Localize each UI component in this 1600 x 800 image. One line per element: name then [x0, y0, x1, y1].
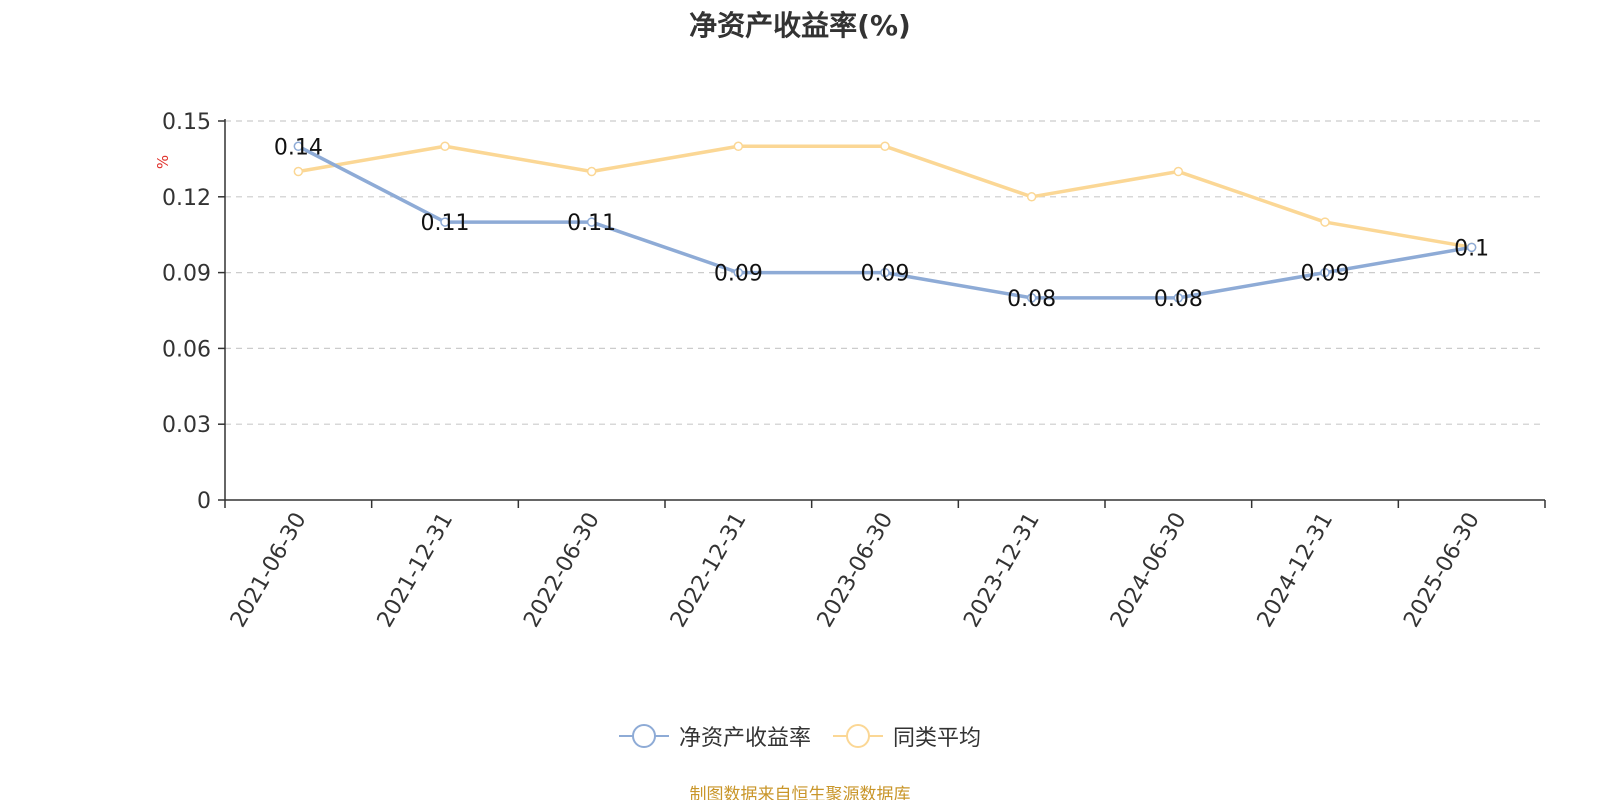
- y-tick-label-2: 0.06: [162, 337, 211, 362]
- series-2-point-6: [1173, 166, 1184, 177]
- series-1-point-6: [1173, 293, 1184, 303]
- y-tick-label-0: 0: [197, 489, 211, 514]
- series-2-point-1: [440, 141, 450, 152]
- series-1-point-2: [586, 217, 597, 227]
- series-2-point-4: [880, 141, 890, 152]
- data-label-5: 0.08: [1007, 287, 1056, 312]
- x-tick-label-2: 2022-06-30: [519, 509, 605, 632]
- data-label-8: 0.1: [1454, 236, 1489, 261]
- series-2-point-7: [1320, 217, 1330, 227]
- series-2-point-5: [1026, 192, 1037, 202]
- series-2-point-0: [293, 166, 304, 177]
- data-label-4: 0.09: [861, 262, 910, 287]
- legend-item-series-1[interactable]: 净资产收益率: [618, 720, 811, 752]
- data-label-2: 0.11: [567, 211, 616, 236]
- series-1-point-7: [1320, 267, 1330, 278]
- legend-series-1-marker: [618, 724, 669, 748]
- y-axis-label: %: [154, 155, 172, 169]
- x-tick-label-8: 2025-06-30: [1399, 509, 1485, 632]
- y-tick-label-5: 0.15: [162, 110, 211, 135]
- series-1-point-8: [1466, 242, 1477, 253]
- data-label-7: 0.09: [1301, 262, 1350, 287]
- series-2-point-3: [733, 141, 744, 152]
- chart-title: 净资产收益率(%): [689, 9, 911, 42]
- y-tick-label-4: 0.12: [162, 186, 211, 211]
- y-tick-label-1: 0.03: [162, 413, 211, 438]
- series-1-point-4: [880, 267, 890, 278]
- x-tick-label-0: 2021-06-30: [226, 509, 312, 632]
- series-1-point-1: [440, 217, 450, 227]
- legend: 净资产收益率 同类平均: [0, 720, 1600, 752]
- source-note: 制图数据来自恒生聚源数据库: [689, 785, 911, 800]
- data-label-0: 0.14: [274, 135, 323, 160]
- legend-series-1-label: 净资产收益率: [678, 726, 811, 751]
- x-tick-label-3: 2022-12-31: [666, 509, 752, 632]
- legend-item-series-2[interactable]: 同类平均: [833, 720, 981, 752]
- series-1-point-0: [293, 141, 304, 152]
- x-tick-label-7: 2024-12-31: [1253, 509, 1339, 632]
- x-tick-label-1: 2021-12-31: [373, 509, 459, 632]
- x-tick-label-5: 2023-12-31: [959, 509, 1045, 632]
- legend-series-2-marker: [833, 724, 883, 748]
- series-1-point-3: [733, 267, 744, 278]
- series-2-point-2: [586, 166, 597, 177]
- data-label-6: 0.08: [1154, 287, 1203, 312]
- series-1-point-5: [1026, 293, 1037, 303]
- x-tick-label-4: 2023-06-30: [813, 509, 899, 632]
- x-tick-label-6: 2024-06-30: [1106, 509, 1192, 632]
- legend-series-2-label: 同类平均: [893, 726, 982, 751]
- data-label-3: 0.09: [714, 262, 763, 287]
- y-tick-label-3: 0.09: [162, 262, 211, 287]
- data-label-1: 0.11: [421, 211, 470, 236]
